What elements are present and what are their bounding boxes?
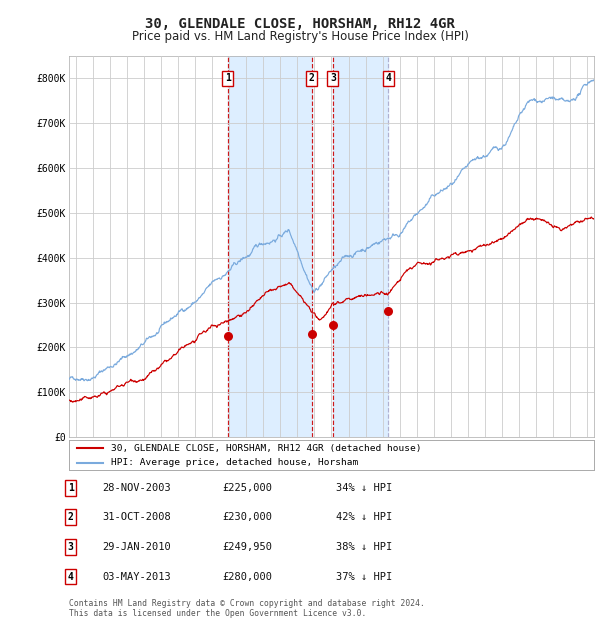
Text: 30, GLENDALE CLOSE, HORSHAM, RH12 4GR (detached house): 30, GLENDALE CLOSE, HORSHAM, RH12 4GR (d… bbox=[111, 444, 421, 453]
Text: 30, GLENDALE CLOSE, HORSHAM, RH12 4GR: 30, GLENDALE CLOSE, HORSHAM, RH12 4GR bbox=[145, 17, 455, 32]
Text: 03-MAY-2013: 03-MAY-2013 bbox=[102, 572, 171, 582]
Text: 31-OCT-2008: 31-OCT-2008 bbox=[102, 512, 171, 522]
Text: 38% ↓ HPI: 38% ↓ HPI bbox=[336, 542, 392, 552]
Text: 4: 4 bbox=[68, 572, 74, 582]
Text: £280,000: £280,000 bbox=[222, 572, 272, 582]
Text: £249,950: £249,950 bbox=[222, 542, 272, 552]
Text: 2: 2 bbox=[308, 73, 314, 83]
Text: £230,000: £230,000 bbox=[222, 512, 272, 522]
Text: 3: 3 bbox=[330, 73, 336, 83]
Text: 1: 1 bbox=[68, 483, 74, 493]
Text: HPI: Average price, detached house, Horsham: HPI: Average price, detached house, Hors… bbox=[111, 458, 358, 467]
Text: 42% ↓ HPI: 42% ↓ HPI bbox=[336, 512, 392, 522]
Text: £225,000: £225,000 bbox=[222, 483, 272, 493]
Text: 34% ↓ HPI: 34% ↓ HPI bbox=[336, 483, 392, 493]
Text: 3: 3 bbox=[68, 542, 74, 552]
Text: Contains HM Land Registry data © Crown copyright and database right 2024.
This d: Contains HM Land Registry data © Crown c… bbox=[69, 599, 425, 618]
Text: 29-JAN-2010: 29-JAN-2010 bbox=[102, 542, 171, 552]
Text: Price paid vs. HM Land Registry's House Price Index (HPI): Price paid vs. HM Land Registry's House … bbox=[131, 30, 469, 43]
Text: 28-NOV-2003: 28-NOV-2003 bbox=[102, 483, 171, 493]
Text: 1: 1 bbox=[225, 73, 230, 83]
Bar bbox=[333, 56, 388, 437]
Bar bbox=[227, 56, 311, 437]
Text: 37% ↓ HPI: 37% ↓ HPI bbox=[336, 572, 392, 582]
Text: 2: 2 bbox=[68, 512, 74, 522]
Text: 4: 4 bbox=[385, 73, 391, 83]
